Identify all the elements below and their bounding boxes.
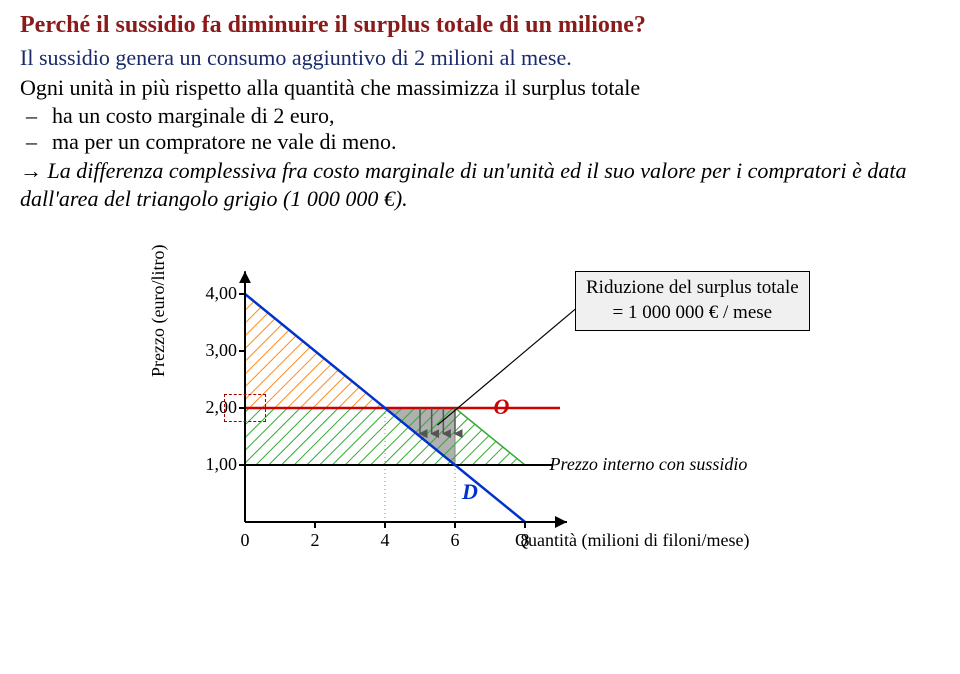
bullet-list: – ha un costo marginale di 2 euro, – ma … <box>26 103 940 155</box>
supply-demand-chart: Prezzo (euro/litro) Riduzione del surplu… <box>170 232 810 572</box>
y-tick-label: 1,00 <box>187 454 237 475</box>
x-tick-label: 0 <box>235 530 255 551</box>
demand-label: D <box>462 479 478 505</box>
x-tick-label: 4 <box>375 530 395 551</box>
subtitle-text: Il sussidio genera un consumo aggiuntivo… <box>20 45 572 70</box>
bullet-2-text: ma per un compratore ne vale di meno. <box>52 129 397 155</box>
bullet-1: – ha un costo marginale di 2 euro, <box>26 103 940 129</box>
x-axis-label: Quantità (milioni di filoni/mese) <box>515 530 749 551</box>
bullet-2: – ma per un compratore ne vale di meno. <box>26 129 940 155</box>
x-tick-label: 2 <box>305 530 325 551</box>
y-tick-label: 2,00 <box>187 397 237 418</box>
callout-box: Riduzione del surplus totale = 1 000 000… <box>575 271 810 330</box>
paragraph-1: Ogni unità in più rispetto alla quantità… <box>20 75 940 101</box>
y-tick-label: 4,00 <box>187 283 237 304</box>
dash-icon: – <box>26 103 42 129</box>
callout-line1: Riduzione del surplus totale <box>586 276 799 301</box>
dash-icon: – <box>26 129 42 155</box>
page-title: Perché il sussidio fa diminuire il surpl… <box>20 12 940 39</box>
conclusion-paragraph: → La differenza complessiva fra costo ma… <box>20 157 940 212</box>
subsidy-price-label: Prezzo interno con sussidio <box>550 454 748 475</box>
x-tick-label: 6 <box>445 530 465 551</box>
bullet-1-text: ha un costo marginale di 2 euro, <box>52 103 334 129</box>
y-axis-label: Prezzo (euro/litro) <box>148 245 169 377</box>
title-text: Perché il sussidio fa diminuire il surpl… <box>20 12 646 38</box>
supply-label: O <box>494 394 510 420</box>
callout-line2: = 1 000 000 € / mese <box>586 301 799 326</box>
arrow-icon: → <box>20 158 42 183</box>
subtitle: Il sussidio genera un consumo aggiuntivo… <box>20 45 940 71</box>
y-tick-label: 3,00 <box>187 340 237 361</box>
conclusion-text: La differenza complessiva fra costo marg… <box>20 158 906 211</box>
